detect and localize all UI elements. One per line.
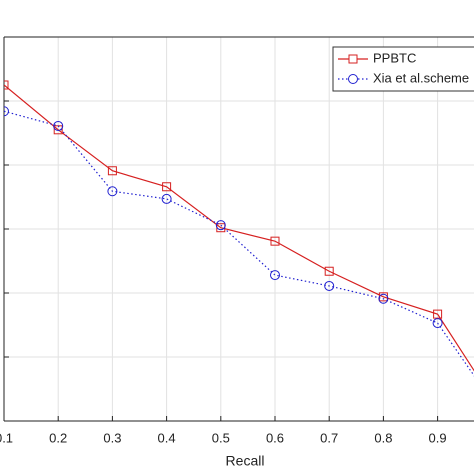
x-axis-label: Recall <box>226 453 265 469</box>
legend-marker <box>348 54 358 64</box>
marker <box>378 293 389 304</box>
marker <box>4 80 9 90</box>
marker <box>324 280 335 291</box>
x-tick-label: 0.4 <box>158 430 176 445</box>
marker <box>324 266 334 276</box>
legend-marker <box>348 74 358 84</box>
x-tick-label: 0.1 <box>0 430 13 445</box>
marker <box>4 106 9 117</box>
marker <box>161 193 172 204</box>
legend-box <box>332 46 474 92</box>
legend-label: PPBTC <box>373 50 416 65</box>
x-tick-label: 0.5 <box>212 430 230 445</box>
marker <box>162 182 172 192</box>
legend: PPBTC Xia et al.scheme <box>332 46 474 92</box>
x-tick-label: 0.8 <box>374 430 392 445</box>
x-tick-label: 0.3 <box>103 430 121 445</box>
legend-label: Xia et al.scheme <box>373 70 469 85</box>
marker <box>107 166 117 176</box>
marker <box>270 270 280 281</box>
x-tick-label: 0.9 <box>429 430 447 445</box>
series-line <box>4 84 474 372</box>
x-tick-label: 0.7 <box>320 430 338 445</box>
marker <box>107 186 118 197</box>
marker <box>53 120 64 131</box>
x-tick-label: 0.6 <box>266 430 284 445</box>
marker <box>215 220 226 231</box>
plot-area <box>4 80 474 377</box>
marker <box>270 236 280 246</box>
series-line <box>4 110 474 377</box>
x-tick-label: 0.2 <box>49 430 67 445</box>
marker <box>432 318 443 329</box>
